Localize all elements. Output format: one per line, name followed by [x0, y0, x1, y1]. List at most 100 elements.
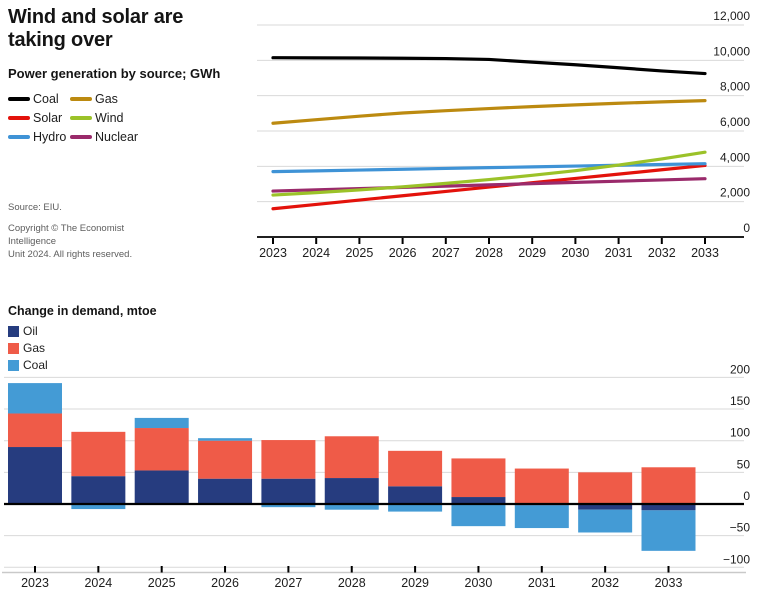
- line-chart-subtitle: Power generation by source; GWh: [8, 66, 221, 81]
- x-axis-tick-label: 2033: [655, 576, 683, 590]
- x-axis-tick-label: 2025: [345, 246, 373, 260]
- bar-coal-2023: [8, 383, 62, 414]
- bar-group-2028: [324, 436, 379, 510]
- y-axis-tick-label: 100: [730, 426, 750, 440]
- bar-gas-2024: [71, 431, 126, 477]
- line-series-gas: [271, 99, 707, 125]
- bar-coal-2029: [388, 504, 443, 512]
- x-axis-tick-label: 2027: [274, 576, 302, 590]
- bar-coal-2033: [641, 510, 696, 551]
- y-axis-tick-label: 150: [730, 394, 750, 408]
- bar-coal-2027: [261, 504, 316, 508]
- legend-label: Wind: [95, 111, 124, 125]
- x-axis-tick-label: 2024: [84, 576, 112, 590]
- source-line: Source: EIU.: [8, 202, 62, 213]
- source-note: Source: EIU. Copyright © The Economist I…: [8, 201, 132, 261]
- legend-label: Coal: [33, 92, 59, 106]
- legend-swatch-coal: [8, 359, 19, 371]
- title-line-2: taking over: [8, 29, 113, 51]
- line-chart-legend: Coal Gas Solar Wind Hydro Nuclear: [8, 92, 138, 144]
- legend-label: Gas: [95, 92, 118, 106]
- copyright-line: Copyright © The Economist: [8, 223, 125, 234]
- x-axis-tick-label: 2023: [21, 576, 49, 590]
- y-axis-tick-label: −50: [730, 521, 751, 535]
- bar-group-2026: [198, 438, 253, 504]
- bar-chart-legend: Oil Gas Coal: [8, 324, 48, 372]
- line-series-solar: [271, 163, 707, 211]
- bar-group-2031: [514, 468, 569, 529]
- y-axis-tick-label: 2,000: [720, 186, 750, 200]
- y-axis-tick-label: 12,000: [713, 9, 750, 23]
- bar-coal-2024: [71, 504, 126, 510]
- legend-swatch-wind: [70, 116, 92, 120]
- line-series-nuclear: [271, 177, 707, 193]
- x-axis-tick-label: 2033: [691, 246, 719, 260]
- x-axis-tick-label: 2029: [401, 576, 429, 590]
- bar-group-2023: [8, 383, 62, 504]
- title-line-1: Wind and solar are: [8, 6, 184, 28]
- legend-label: Coal: [23, 358, 48, 372]
- x-axis-tick-label: 2023: [259, 246, 287, 260]
- x-axis-tick-label: 2030: [561, 246, 589, 260]
- bar-chart: −100 −50 0 50 100 150 200 2023 2024 2025 2026 2027 2…: [2, 362, 751, 590]
- bar-oil-2026: [198, 478, 253, 504]
- x-axis-tick-label: 2028: [475, 246, 503, 260]
- line-series-coal: [271, 56, 707, 76]
- bar-oil-2033: [641, 504, 696, 511]
- bar-group-2032: [578, 472, 633, 533]
- legend-label: Oil: [23, 324, 38, 338]
- bar-group-2033: [641, 467, 696, 551]
- x-axis-tick-label: 2031: [528, 576, 556, 590]
- bar-oil-2024: [71, 476, 126, 504]
- legend-item-oil: Oil: [8, 324, 48, 338]
- legend-label: Nuclear: [95, 130, 139, 144]
- x-axis-tick-label: 2032: [648, 246, 676, 260]
- x-axis-tick-label: 2028: [338, 576, 366, 590]
- y-axis-tick-label: 200: [730, 362, 750, 376]
- bar-oil-2028: [324, 478, 379, 504]
- legend-label: Solar: [33, 111, 63, 125]
- bar-group-2027: [261, 440, 316, 508]
- bar-coal-2031: [514, 505, 569, 529]
- bar-gas-2029: [388, 450, 443, 487]
- legend-swatch-solar: [8, 116, 30, 120]
- bar-group-2030: [451, 458, 506, 527]
- x-axis-tick-label: 2031: [605, 246, 633, 260]
- bar-gas-2030: [451, 458, 506, 498]
- legend-item-nuclear: Nuclear: [70, 130, 138, 144]
- bar-oil-2029: [388, 486, 443, 504]
- copyright-line: Unit 2024. All rights reserved.: [8, 249, 133, 260]
- legend-item-hydro: Hydro: [8, 130, 70, 144]
- legend-item-gas: Gas: [70, 92, 138, 106]
- bar-coal-2032: [578, 509, 633, 533]
- bar-gas-2025: [134, 428, 189, 471]
- y-axis-tick-label: 4,000: [720, 150, 750, 164]
- bar-chart-title: Change in demand, mtoe: [8, 304, 157, 318]
- bar-gas-2026: [198, 440, 253, 479]
- legend-swatch-oil: [8, 325, 19, 337]
- line-chart-gridlines: [257, 24, 744, 238]
- y-axis-tick-label: 0: [743, 221, 750, 235]
- bar-oil-2032: [578, 504, 633, 510]
- x-axis-tick-label: 2026: [211, 576, 239, 590]
- bar-coal-2028: [324, 504, 379, 510]
- legend-label: Hydro: [33, 130, 67, 144]
- copyright-line: Intelligence: [8, 236, 57, 247]
- bar-group-2024: [71, 431, 126, 510]
- bar-gas-2027: [261, 440, 316, 479]
- page-title: Wind and solar are taking over: [8, 6, 183, 52]
- bar-group-2029: [388, 450, 443, 512]
- x-axis-tick-label: 2024: [302, 246, 330, 260]
- bar-gas-2033: [641, 467, 696, 504]
- x-axis-tick-label: 2032: [591, 576, 619, 590]
- y-axis-tick-label: 6,000: [720, 115, 750, 129]
- line-series-hydro: [271, 162, 707, 174]
- legend-item-wind: Wind: [70, 111, 138, 125]
- legend-item-coal: Coal: [8, 358, 48, 372]
- legend-swatch-gas: [8, 342, 19, 354]
- y-axis-tick-label: 8,000: [720, 80, 750, 94]
- bar-gas-2031: [514, 468, 569, 504]
- x-axis-tick-label: 2025: [148, 576, 176, 590]
- legend-item-coal: Coal: [8, 92, 70, 106]
